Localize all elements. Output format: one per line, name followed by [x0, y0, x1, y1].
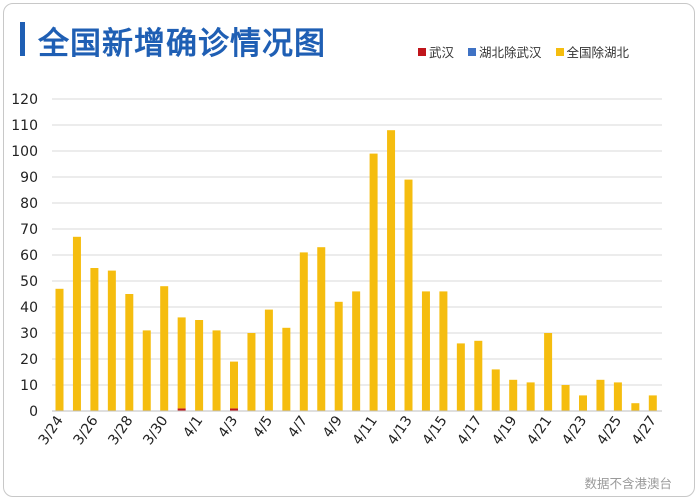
- bar-national_ex_hubei: [596, 379, 605, 411]
- bar-national_ex_hubei: [491, 369, 500, 411]
- bar-national_ex_hubei: [212, 330, 221, 411]
- bar-national_ex_hubei: [125, 294, 134, 411]
- bar-national_ex_hubei: [334, 301, 343, 411]
- x-tick-label: 3/28: [105, 413, 136, 448]
- bar-national_ex_hubei: [72, 236, 81, 411]
- bar-national_ex_hubei: [195, 320, 204, 411]
- legend-item-national-ex-hubei: 全国除湖北: [555, 42, 630, 61]
- x-tick-label: 4/9: [320, 413, 346, 441]
- bar-national_ex_hubei: [352, 291, 361, 411]
- bar-national_ex_hubei: [404, 179, 413, 411]
- bar-national_ex_hubei: [90, 268, 99, 411]
- bar-national_ex_hubei: [299, 252, 308, 411]
- y-tick-label: 90: [20, 170, 38, 186]
- x-tick-label: 4/23: [559, 413, 590, 448]
- bar-national_ex_hubei: [55, 288, 64, 411]
- y-tick-label: 80: [20, 196, 38, 212]
- bar-national_ex_hubei: [264, 309, 273, 411]
- legend-label-wuhan: 武汉: [429, 45, 455, 60]
- bar-national_ex_hubei: [160, 286, 169, 411]
- bar-national_ex_hubei: [631, 403, 640, 411]
- legend-item-hubei-ex-wuhan: 湖北除武汉: [468, 42, 542, 61]
- legend-swatch-national-ex-hubei: [555, 47, 564, 56]
- y-tick-label: 20: [20, 352, 38, 368]
- bar-national_ex_hubei: [387, 130, 396, 411]
- y-tick-label: 40: [20, 300, 38, 316]
- x-tick-label: 4/15: [420, 413, 451, 448]
- bar-national_ex_hubei: [526, 382, 535, 411]
- x-tick-label: 4/25: [594, 413, 625, 448]
- x-tick-label: 4/1: [180, 413, 206, 441]
- bar-national_ex_hubei: [509, 379, 518, 411]
- x-tick-label: 4/11: [350, 413, 381, 448]
- legend-swatch-wuhan: [418, 47, 426, 56]
- bar-national_ex_hubei: [317, 247, 326, 411]
- bar-national_ex_hubei: [613, 382, 622, 411]
- x-tick-label: 4/7: [285, 413, 311, 441]
- chart-card: [3, 3, 695, 497]
- legend-label-hubei-ex-wuhan: 湖北除武汉: [479, 45, 542, 60]
- bar-national_ex_hubei: [247, 333, 256, 411]
- y-tick-label: 120: [11, 92, 38, 108]
- bar-wuhan: [177, 408, 186, 411]
- x-tick-label: 3/24: [36, 413, 67, 448]
- title-accent-bar: [20, 22, 25, 56]
- y-tick-label: 50: [20, 274, 38, 290]
- bar-national_ex_hubei: [107, 270, 116, 411]
- y-tick-label: 110: [11, 118, 38, 134]
- legend-label-national-ex-hubei: 全国除湖北: [566, 45, 630, 60]
- bar-national_ex_hubei: [648, 395, 657, 411]
- legend: 武汉 湖北除武汉 全国除湖北: [418, 42, 629, 61]
- y-tick-label: 30: [20, 326, 38, 342]
- x-tick-label: 4/21: [524, 413, 555, 448]
- legend-item-wuhan: 武汉: [418, 42, 454, 61]
- bar-national_ex_hubei: [474, 340, 483, 411]
- bar-national_ex_hubei: [230, 361, 238, 409]
- chart-title: 全国新增确诊情况图: [38, 26, 326, 62]
- bar-wuhan: [230, 408, 238, 411]
- y-tick-label: 70: [20, 222, 38, 238]
- x-tick-label: 3/26: [71, 413, 102, 448]
- bar-national_ex_hubei: [439, 291, 448, 411]
- bar-national_ex_hubei: [282, 327, 291, 411]
- bar-national_ex_hubei: [579, 395, 587, 411]
- x-tick-label: 4/3: [215, 413, 241, 441]
- y-tick-label: 10: [20, 378, 38, 394]
- y-tick-label: 0: [29, 404, 38, 420]
- bar-national_ex_hubei: [544, 333, 553, 411]
- legend-swatch-hubei-ex-wuhan: [468, 47, 477, 56]
- bar-national_ex_hubei: [369, 153, 378, 411]
- bar-national_ex_hubei: [561, 385, 570, 411]
- x-tick-label: 4/27: [629, 413, 660, 448]
- x-tick-label: 4/19: [489, 413, 520, 448]
- source-note: 数据不含港澳台: [584, 476, 672, 491]
- x-tick-label: 3/30: [140, 413, 171, 448]
- bar-national_ex_hubei: [177, 317, 186, 409]
- bar-national_ex_hubei: [456, 343, 465, 411]
- bar-national_ex_hubei: [421, 291, 430, 411]
- x-tick-label: 4/13: [385, 413, 416, 448]
- y-tick-label: 60: [20, 248, 38, 264]
- x-tick-label: 4/5: [250, 413, 276, 441]
- x-tick-label: 4/17: [454, 413, 485, 448]
- bar-national_ex_hubei: [142, 330, 151, 411]
- y-tick-label: 100: [11, 144, 38, 160]
